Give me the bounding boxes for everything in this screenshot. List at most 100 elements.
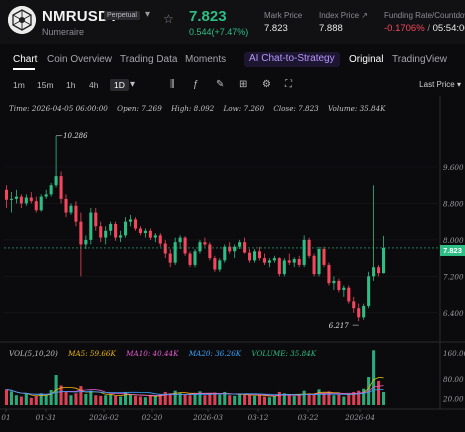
candle-body	[163, 243, 167, 254]
chart-grid	[0, 96, 465, 410]
candle-body	[233, 246, 237, 252]
candle-body	[282, 260, 286, 275]
candle-body	[198, 242, 202, 252]
indicators-icon[interactable]: ƒ	[193, 79, 199, 90]
draw-tool-icon[interactable]: ✎	[216, 79, 225, 90]
timeframe-4h[interactable]: 4h	[89, 80, 99, 90]
axes-layer: 9.600 8.800 8.000 7.200 6.400 160.00 80.00 20.0…	[1, 163, 465, 422]
candle-body	[218, 260, 222, 270]
timeframe-15m[interactable]: 15m	[37, 80, 54, 90]
candlestick-chart[interactable]: 10.286 6.217 9.600 8.800 8.000 7.200 6.400 160…	[0, 96, 465, 432]
volume-value-label: VOLUME: 35.84K	[251, 349, 317, 358]
coin-name: Numeraire	[42, 27, 85, 37]
time-axis-label: 01-31	[36, 413, 57, 422]
contract-type-badge: Perpetual	[104, 11, 140, 20]
chart-toolbar: 1m 15m 1h 4h 1D ▾ ⫼ ƒ ✎ ⊞ ⚙ ⛶ Last Price…	[0, 76, 465, 96]
candle-body	[362, 305, 366, 318]
candle-body	[367, 276, 371, 306]
candle-body	[322, 249, 326, 265]
candle-body	[287, 260, 291, 263]
candle-body	[332, 280, 336, 284]
annotations-layer: 10.286 6.217	[4, 132, 442, 330]
settings-icon[interactable]: ⚙	[262, 79, 271, 90]
ohlc-time: Time: 2026-04-05 06:00:00	[9, 104, 108, 113]
volume-bar	[99, 395, 103, 405]
candle-body	[69, 205, 73, 213]
index-price-value: 7.888	[319, 23, 343, 34]
volume-bar	[238, 393, 242, 405]
volume-bar	[347, 393, 351, 405]
volume-bar	[282, 393, 286, 405]
timeframe-1m[interactable]: 1m	[13, 80, 25, 90]
tab-moments[interactable]: Moments	[185, 54, 227, 65]
price-axis-label: 8.800	[443, 199, 464, 208]
min-price-label: 6.217	[329, 322, 350, 330]
candle-body	[99, 226, 103, 238]
candle-body	[347, 287, 351, 302]
time-axis-label: 01	[1, 413, 10, 422]
price-type-label: Last Price	[419, 80, 455, 89]
candle-body	[178, 237, 182, 243]
price-axis-label: 7.200	[443, 272, 464, 281]
ma20-line	[6, 389, 384, 396]
price-type-selector[interactable]: Last Price ▾	[419, 80, 461, 89]
time-axis-label: 2026-04	[344, 413, 375, 422]
tab-trading-data[interactable]: Trading Data	[120, 54, 178, 65]
external-link-icon[interactable]: ↗	[361, 11, 368, 20]
volume-bar	[312, 394, 316, 405]
volume-bar	[377, 380, 381, 405]
ohlc-close: Close: 7.823	[273, 104, 319, 113]
volume-bar	[138, 396, 142, 405]
candle-body	[54, 176, 58, 186]
candle-body	[173, 242, 177, 263]
chevron-down-icon[interactable]: ▾	[145, 9, 151, 20]
candle-body	[168, 253, 172, 263]
candle-body	[64, 198, 68, 213]
candle-body	[89, 212, 93, 240]
candle-body	[352, 301, 356, 309]
candle-body	[267, 260, 271, 263]
volume-bar	[19, 396, 23, 405]
fullscreen-icon[interactable]: ⛶	[285, 79, 292, 90]
volume-bar	[124, 391, 128, 405]
candle-type-icon[interactable]: ⫼	[170, 79, 175, 90]
candle-body	[4, 189, 9, 200]
volume-bar	[257, 395, 262, 405]
candle-body	[193, 251, 197, 265]
volume-bar	[287, 395, 291, 405]
tab-coin-overview[interactable]: Coin Overview	[47, 54, 113, 65]
timeframe-1h[interactable]: 1h	[66, 80, 76, 90]
favorite-star-icon[interactable]: ☆	[163, 12, 174, 26]
volume-bar	[9, 391, 13, 405]
volume-bar	[178, 392, 182, 405]
volume-bar	[337, 394, 341, 405]
ohlc-low: Low: 7.260	[223, 104, 265, 113]
volume-bar	[188, 395, 192, 405]
volume-bar	[128, 393, 133, 405]
view-tabs: Chart Coin Overview Trading Data Moments…	[0, 48, 465, 72]
timeframe-1d[interactable]: 1D	[110, 79, 129, 91]
candle-body	[213, 258, 217, 270]
candle-body	[372, 267, 376, 277]
ohlc-readout: Time: 2026-04-05 06:00:00 Open: 7.269 Hi…	[9, 104, 393, 113]
volume-bar	[158, 394, 162, 405]
candle-body	[243, 242, 247, 253]
chevron-down-icon[interactable]: ▾	[130, 79, 136, 90]
ohlc-open: Open: 7.269	[117, 104, 162, 113]
tab-chart[interactable]: Chart	[13, 54, 38, 65]
candle-body	[59, 176, 63, 199]
candles-layer	[4, 135, 386, 322]
volume-bar	[29, 397, 33, 405]
tab-original[interactable]: Original	[349, 54, 384, 65]
volume-bar	[327, 391, 331, 405]
candle-body	[74, 205, 78, 222]
mark-price-stat: Mark Price 7.823	[264, 11, 302, 34]
active-tab-indicator	[13, 68, 35, 70]
volume-bar	[74, 393, 78, 405]
symbol-selector[interactable]: NMRUSDT	[42, 8, 119, 25]
tab-tradingview[interactable]: TradingView	[392, 54, 448, 65]
volume-bar	[4, 389, 9, 405]
tab-ai-chat-to-strategy[interactable]: AI Chat-to-Strategy	[244, 52, 340, 67]
candle-body	[327, 264, 331, 284]
layout-grid-icon[interactable]: ⊞	[239, 79, 248, 90]
